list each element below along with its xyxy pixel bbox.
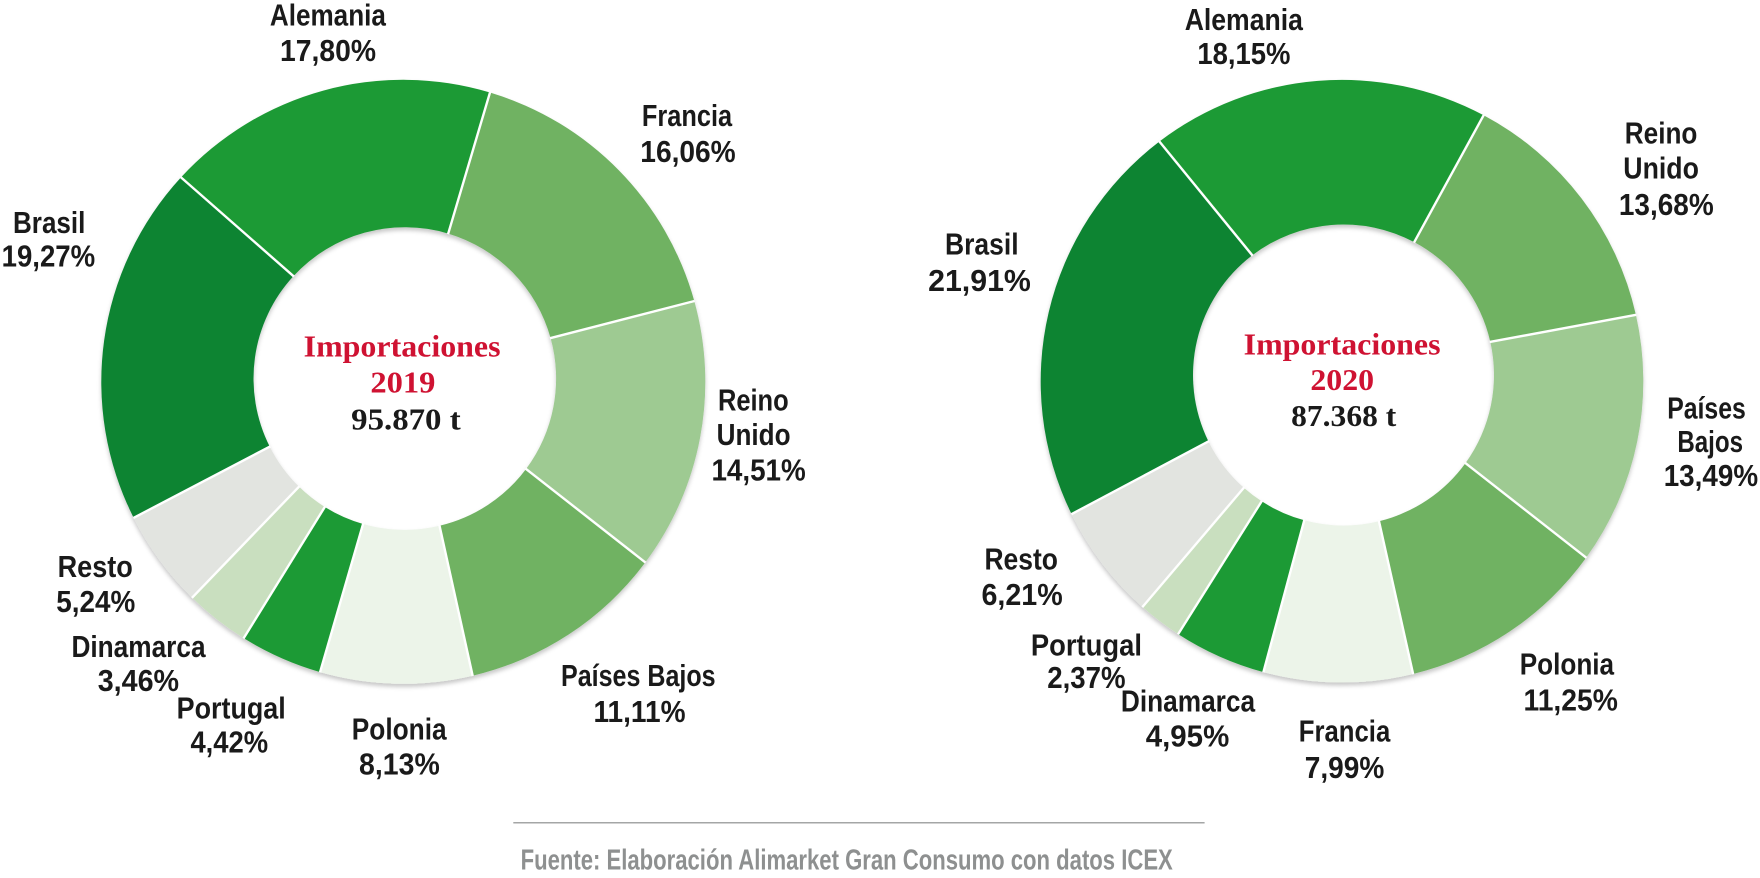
svg-text:Unido: Unido xyxy=(1623,152,1699,186)
svg-text:Fuente: Elaboración Alimarket: Fuente: Elaboración Alimarket Gran Consu… xyxy=(521,844,1173,876)
svg-text:Francia: Francia xyxy=(642,99,733,133)
svg-text:6,21%: 6,21% xyxy=(982,578,1063,612)
svg-text:2020: 2020 xyxy=(1310,362,1374,397)
svg-text:7,99%: 7,99% xyxy=(1305,751,1385,785)
svg-text:2,37%: 2,37% xyxy=(1047,661,1125,695)
svg-text:Polonia: Polonia xyxy=(352,712,448,746)
svg-text:Brasil: Brasil xyxy=(13,206,85,240)
svg-text:Resto: Resto xyxy=(58,550,133,584)
svg-text:95.870 t: 95.870 t xyxy=(351,401,461,436)
svg-text:2019: 2019 xyxy=(370,364,435,399)
svg-text:16,06%: 16,06% xyxy=(640,135,735,169)
svg-text:11,25%: 11,25% xyxy=(1524,684,1618,718)
svg-text:Portugal: Portugal xyxy=(177,692,286,726)
svg-text:Importaciones: Importaciones xyxy=(1244,326,1441,361)
svg-text:Reino: Reino xyxy=(1625,117,1698,151)
svg-text:Dinamarca: Dinamarca xyxy=(71,630,206,664)
svg-text:Importaciones: Importaciones xyxy=(304,329,501,364)
svg-text:Bajos: Bajos xyxy=(1677,425,1743,459)
svg-text:Alemania: Alemania xyxy=(1185,3,1304,37)
svg-text:3,46%: 3,46% xyxy=(98,664,179,698)
svg-text:19,27%: 19,27% xyxy=(2,240,96,274)
svg-text:17,80%: 17,80% xyxy=(280,34,376,68)
svg-text:13,49%: 13,49% xyxy=(1664,459,1758,493)
svg-text:Francia: Francia xyxy=(1299,715,1391,749)
svg-text:Brasil: Brasil xyxy=(945,228,1019,262)
svg-text:18,15%: 18,15% xyxy=(1197,37,1290,71)
svg-text:Alemania: Alemania xyxy=(270,0,387,33)
svg-text:13,68%: 13,68% xyxy=(1619,188,1714,222)
svg-text:Portugal: Portugal xyxy=(1031,628,1142,662)
svg-text:Países Bajos: Países Bajos xyxy=(561,659,716,693)
svg-text:Reino: Reino xyxy=(718,383,789,417)
svg-text:14,51%: 14,51% xyxy=(711,453,805,487)
svg-text:5,24%: 5,24% xyxy=(56,585,135,619)
svg-text:21,91%: 21,91% xyxy=(928,264,1031,298)
svg-text:Dinamarca: Dinamarca xyxy=(1121,685,1256,719)
svg-text:4,95%: 4,95% xyxy=(1146,719,1230,753)
svg-text:Resto: Resto xyxy=(984,542,1058,576)
svg-text:Países: Países xyxy=(1667,391,1746,425)
svg-text:Unido: Unido xyxy=(717,418,791,452)
svg-text:87.368 t: 87.368 t xyxy=(1291,398,1397,433)
svg-text:4,42%: 4,42% xyxy=(190,726,268,760)
svg-text:11,11%: 11,11% xyxy=(594,695,686,729)
svg-text:8,13%: 8,13% xyxy=(359,748,440,782)
svg-text:Polonia: Polonia xyxy=(1520,647,1615,681)
